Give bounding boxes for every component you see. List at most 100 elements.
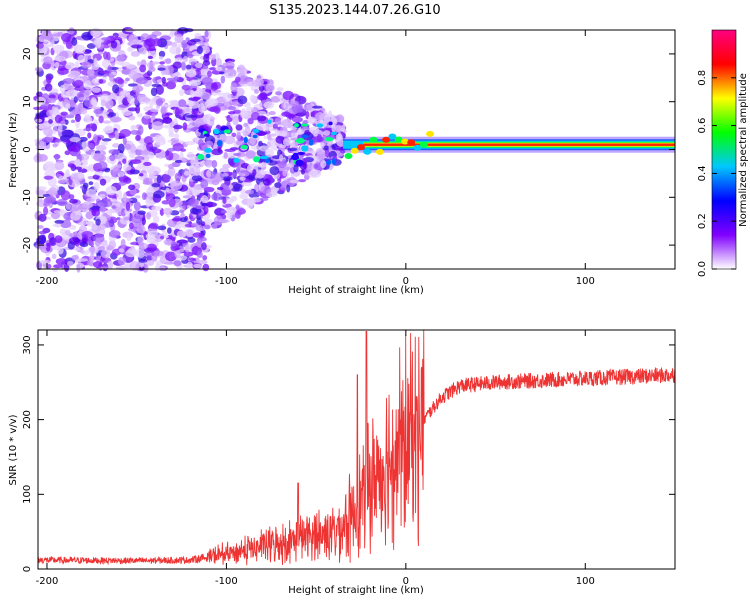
spectrogram-cell — [135, 104, 141, 114]
spectrogram-x-label: Height of straight line (km) — [288, 285, 424, 296]
spectrogram-cell — [35, 139, 45, 149]
spectrogram-cell — [331, 124, 336, 133]
spectrogram-cell — [205, 201, 218, 208]
spectrogram-cell — [126, 93, 132, 102]
spectrogram-cell — [35, 186, 47, 191]
spectrogram-cell — [196, 259, 208, 265]
spectrogram-cell — [224, 65, 235, 69]
spectrogram-cell — [117, 256, 127, 266]
spectrogram-cell — [166, 80, 177, 90]
spectrogram-bright-cell — [301, 145, 309, 152]
spectrogram-cell — [38, 213, 47, 222]
spectrogram-cell — [189, 214, 194, 220]
spectrogram-bright-cell — [197, 153, 205, 160]
carrier-knot — [413, 144, 422, 151]
spectrogram-cell — [181, 61, 186, 71]
spectrogram-cell — [296, 104, 304, 113]
spectrogram-cell — [110, 60, 116, 67]
spectrogram-cell — [151, 183, 161, 188]
spectrogram-bright-cell — [252, 128, 260, 133]
carrier-knot — [369, 136, 378, 143]
spectrogram-cell — [43, 201, 50, 207]
spectrogram-cell — [142, 181, 154, 185]
spectrogram-cell — [203, 186, 215, 193]
spectrogram-cell — [187, 237, 196, 243]
spectrogram-cell — [186, 261, 193, 269]
spectrogram-cell — [126, 63, 136, 69]
spectrogram-cell — [181, 84, 191, 91]
spectrogram-cell — [228, 111, 236, 115]
spectrogram-cell — [128, 70, 138, 80]
spectrogram-cell — [149, 222, 159, 230]
spectrogram-bright-cell — [297, 151, 305, 156]
spectrogram-cell — [58, 124, 63, 133]
spectrogram-cell — [76, 258, 89, 262]
spectrogram-bright-cell — [252, 134, 258, 139]
spectrogram-cell — [155, 238, 163, 242]
spectrogram-cell — [57, 246, 64, 255]
spectrogram-cell — [52, 107, 60, 117]
spectrogram-cell — [122, 136, 127, 146]
spectrogram-cell — [74, 79, 84, 87]
carrier-knot — [407, 139, 416, 146]
spectrogram-cell — [141, 149, 150, 156]
spectrogram-cell — [90, 205, 102, 211]
colorbar-tick-label: 0.4 — [697, 165, 708, 181]
spectrogram-cell — [169, 45, 181, 55]
spectrogram-cell — [138, 265, 145, 271]
colorbar-tick-label: 0.0 — [697, 261, 708, 277]
spectrogram-cell — [108, 230, 121, 238]
spectrogram-cell — [96, 198, 101, 204]
spectrogram-cell — [37, 234, 47, 245]
spectrogram-cell — [87, 132, 92, 139]
spectrogram-cell — [182, 122, 188, 131]
spectrogram-cell — [103, 168, 111, 173]
spectrogram-cell — [91, 78, 100, 84]
spectrogram-cell — [245, 106, 254, 111]
spectrogram-cell — [81, 61, 92, 69]
spectrogram-cell — [131, 39, 143, 44]
spectrogram-cell — [87, 142, 95, 149]
spectrogram-cell — [35, 96, 46, 106]
spectrogram-cell — [86, 43, 96, 49]
spectrogram-cell — [54, 114, 63, 124]
spectrogram-cell — [201, 92, 212, 100]
spectrogram-cell — [312, 136, 324, 143]
spectrogram-cell — [150, 108, 159, 113]
spectrogram-cell — [71, 142, 81, 153]
spectrogram-cell — [91, 208, 101, 217]
spectrogram-cell — [142, 263, 149, 273]
spectrogram-cell — [135, 248, 146, 258]
spectrogram-cell — [54, 219, 64, 224]
spectrogram-cell — [174, 133, 179, 140]
spectrogram-cell — [263, 101, 275, 109]
spectrogram-cell — [168, 163, 174, 170]
spectrogram-y-label: Frequency (Hz) — [8, 112, 19, 188]
spectrogram-cell — [233, 152, 242, 157]
spectrogram-cell — [66, 260, 74, 267]
spectrogram-y-tick-label: 20 — [22, 48, 33, 61]
colorbar-tick-label: 0.2 — [697, 213, 708, 229]
spectrogram-cell — [256, 110, 267, 115]
spectrogram-cell — [167, 167, 176, 177]
spectrogram-cell — [185, 64, 192, 70]
spectrogram-bright-cell — [316, 123, 324, 128]
spectrogram-bright-cell — [330, 131, 337, 136]
spectrogram-cell — [38, 230, 47, 235]
spectrogram-cell — [70, 119, 76, 124]
spectrogram-cell — [130, 125, 138, 130]
spectrogram-cell — [195, 227, 206, 232]
spectrogram-cell — [277, 130, 288, 137]
spectrogram-cell — [84, 49, 92, 53]
spectrogram-cell — [161, 173, 172, 183]
spectrogram-y-tick-label: 10 — [22, 95, 33, 108]
spectrogram-cell — [137, 235, 144, 245]
spectrogram-cell — [204, 140, 214, 147]
spectrogram-cell — [182, 55, 189, 63]
spectrogram-bright-cell — [213, 128, 220, 135]
spectrogram-cell — [100, 99, 106, 107]
spectrogram-cell — [164, 251, 177, 262]
spectrogram-cell — [60, 32, 72, 42]
spectrogram-bright-cell — [301, 123, 309, 127]
